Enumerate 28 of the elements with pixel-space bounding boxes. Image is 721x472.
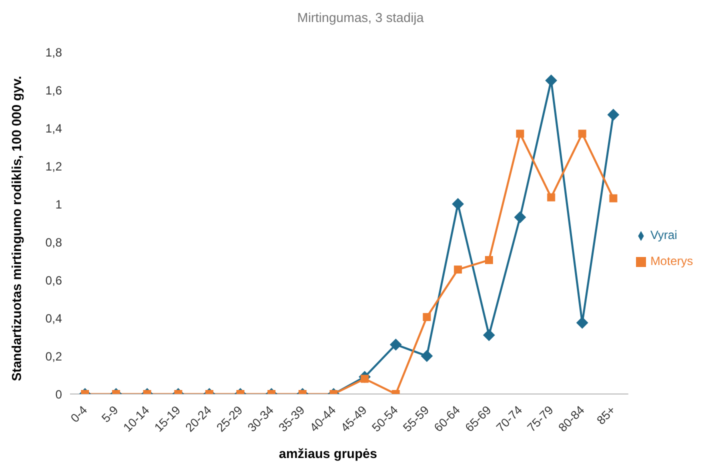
y-tick-label: 1,8	[45, 45, 62, 60]
y-tick-label: 1,4	[45, 121, 62, 136]
point	[547, 193, 556, 202]
point	[485, 256, 494, 264]
point	[516, 130, 524, 138]
point	[514, 211, 526, 224]
y-tick-label: 1	[55, 197, 62, 212]
x-tick-label: 85+	[594, 403, 618, 428]
x-tick-label: 0-4	[68, 402, 90, 426]
point	[452, 198, 464, 210]
point	[578, 130, 586, 138]
x-tick-label: 5-9	[98, 402, 122, 426]
y-tick-label: 1,2	[45, 159, 62, 174]
y-tick-label: 0,8	[45, 235, 62, 250]
y-tick-label: 0,2	[45, 349, 62, 364]
legend-label: Moterys	[650, 254, 693, 268]
y-axis-title: Standartizuotas mirtingumo rodiklis, 100 000 gyv.	[10, 75, 24, 381]
point	[607, 108, 620, 121]
y-tick-label: 0	[55, 387, 62, 402]
y-tick-label: 1,6	[45, 83, 62, 98]
point	[609, 194, 618, 202]
y-tick-label: 0,6	[45, 273, 62, 288]
point	[454, 266, 462, 274]
y-tick-label: 0,4	[45, 311, 62, 326]
point	[545, 74, 558, 86]
x-axis-title: amžiaus grupės	[278, 446, 378, 461]
legend-label: Vyrai	[650, 228, 678, 242]
chart-title: Mirtingumas, 3 stadija	[296, 9, 425, 27]
